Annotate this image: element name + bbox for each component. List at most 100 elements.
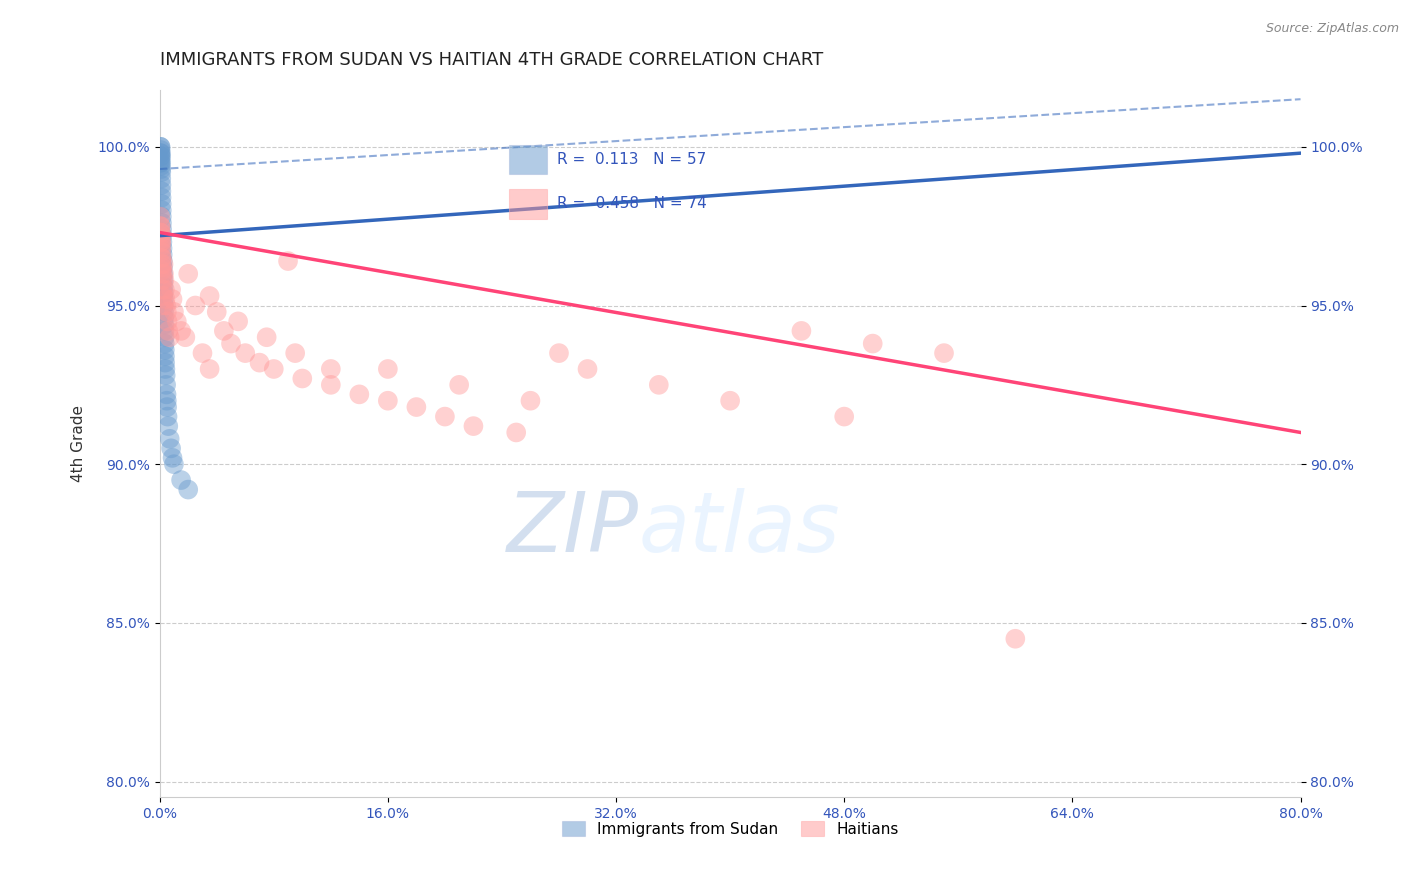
Point — [166, 314, 188, 328]
Point — [219, 336, 242, 351]
Point — [226, 314, 249, 328]
Point — [177, 483, 200, 497]
Point — [156, 409, 179, 424]
Point — [832, 409, 855, 424]
Point — [152, 279, 174, 293]
Point — [157, 324, 180, 338]
Point — [277, 254, 299, 268]
Point — [790, 324, 813, 338]
Point — [150, 191, 173, 205]
Point — [405, 400, 427, 414]
Text: atlas: atlas — [638, 488, 841, 569]
Point — [149, 153, 172, 167]
Point — [149, 143, 172, 157]
Point — [149, 226, 172, 240]
Point — [284, 346, 307, 360]
Point — [718, 393, 741, 408]
Point — [152, 254, 174, 268]
Point — [152, 285, 174, 300]
Point — [319, 362, 342, 376]
Point — [150, 178, 173, 192]
Point — [150, 165, 173, 179]
Point — [155, 387, 177, 401]
Point — [349, 387, 371, 401]
Point — [153, 311, 176, 326]
Point — [149, 159, 172, 173]
Point — [149, 140, 172, 154]
Point — [149, 235, 172, 249]
Point — [256, 330, 278, 344]
Point — [648, 377, 671, 392]
Point — [150, 251, 173, 265]
Point — [449, 377, 471, 392]
Point — [156, 393, 179, 408]
Point — [150, 263, 173, 277]
Point — [170, 324, 193, 338]
Legend: Immigrants from Sudan, Haitians: Immigrants from Sudan, Haitians — [555, 814, 904, 843]
Point — [159, 330, 181, 344]
Text: IMMIGRANTS FROM SUDAN VS HAITIAN 4TH GRADE CORRELATION CHART: IMMIGRANTS FROM SUDAN VS HAITIAN 4TH GRA… — [160, 51, 823, 69]
Point — [149, 228, 172, 243]
Point — [150, 216, 173, 230]
Point — [548, 346, 571, 360]
Point — [155, 368, 177, 383]
Point — [155, 362, 177, 376]
Point — [153, 318, 176, 332]
Point — [191, 346, 214, 360]
Point — [156, 314, 179, 328]
Point — [152, 289, 174, 303]
Text: Source: ZipAtlas.com: Source: ZipAtlas.com — [1265, 22, 1399, 36]
Point — [150, 235, 173, 249]
Point — [150, 228, 173, 243]
Point — [150, 273, 173, 287]
Point — [263, 362, 285, 376]
Point — [212, 324, 235, 338]
Point — [159, 432, 181, 446]
Point — [153, 330, 176, 344]
Point — [150, 238, 173, 252]
Point — [149, 232, 172, 246]
Point — [152, 273, 174, 287]
Text: ZIP: ZIP — [506, 488, 638, 569]
Point — [152, 283, 174, 297]
Point — [153, 343, 176, 357]
Point — [170, 473, 193, 487]
Point — [174, 330, 197, 344]
Point — [152, 257, 174, 271]
Point — [150, 210, 173, 224]
Point — [149, 241, 172, 255]
Point — [149, 226, 172, 240]
Point — [160, 283, 183, 297]
Point — [377, 362, 399, 376]
Point — [149, 140, 172, 154]
Point — [160, 442, 183, 456]
Point — [184, 298, 207, 312]
Point — [149, 210, 172, 224]
Y-axis label: 4th Grade: 4th Grade — [72, 405, 86, 482]
Point — [153, 267, 176, 281]
Point — [153, 305, 176, 319]
Point — [149, 149, 172, 163]
Point — [156, 305, 179, 319]
Point — [205, 305, 228, 319]
Point — [433, 409, 456, 424]
Point — [153, 336, 176, 351]
Point — [463, 419, 485, 434]
Point — [519, 393, 541, 408]
Point — [150, 267, 173, 281]
Point — [162, 292, 184, 306]
Point — [152, 248, 174, 262]
Point — [149, 219, 172, 234]
Point — [163, 305, 186, 319]
Point — [152, 267, 174, 281]
Point — [576, 362, 599, 376]
Point — [157, 419, 180, 434]
Point — [862, 336, 884, 351]
Point — [177, 267, 200, 281]
Point — [163, 457, 186, 471]
Point — [150, 197, 173, 211]
Point — [150, 257, 173, 271]
Point — [249, 356, 271, 370]
Point — [155, 298, 177, 312]
Point — [152, 292, 174, 306]
